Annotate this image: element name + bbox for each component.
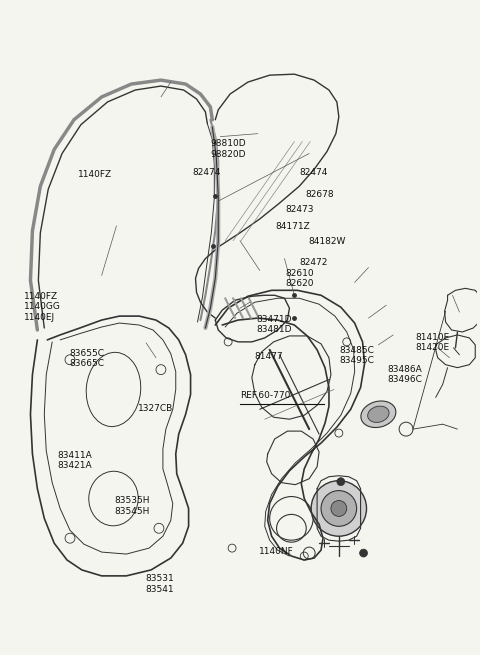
Ellipse shape: [368, 406, 389, 422]
Text: 1327CB: 1327CB: [138, 404, 173, 413]
Text: 82473: 82473: [285, 205, 313, 214]
Text: 98810D
98820D: 98810D 98820D: [210, 140, 246, 159]
Text: 1140NF: 1140NF: [259, 547, 294, 556]
Text: 83486A
83496C: 83486A 83496C: [387, 365, 422, 384]
Text: 84182W: 84182W: [309, 237, 346, 246]
Circle shape: [311, 481, 367, 536]
Text: REF.60-770: REF.60-770: [240, 391, 290, 400]
Text: 83531
83541: 83531 83541: [145, 574, 174, 593]
Circle shape: [331, 500, 347, 516]
Text: 83471D
83481D: 83471D 83481D: [257, 314, 292, 334]
Text: 82474: 82474: [300, 168, 328, 178]
Text: 84171Z: 84171Z: [276, 222, 311, 231]
Text: 83485C
83495C: 83485C 83495C: [340, 346, 374, 365]
Text: 82474: 82474: [192, 168, 221, 178]
Text: 82610
82620: 82610 82620: [285, 269, 314, 288]
Text: 1140FZ
1140GG
1140EJ: 1140FZ 1140GG 1140EJ: [24, 292, 61, 322]
Text: 81477: 81477: [254, 352, 283, 361]
Text: 81410E
81420E: 81410E 81420E: [416, 333, 450, 352]
Text: 83655C
83665C: 83655C 83665C: [69, 349, 104, 368]
Text: 82472: 82472: [300, 258, 328, 267]
Text: 83411A
83421A: 83411A 83421A: [57, 451, 92, 470]
Text: 1140FZ: 1140FZ: [78, 170, 112, 179]
Ellipse shape: [361, 401, 396, 428]
Text: 82678: 82678: [305, 190, 334, 199]
Text: 83535H
83545H: 83535H 83545H: [114, 496, 150, 515]
Circle shape: [321, 491, 357, 527]
Circle shape: [337, 477, 345, 485]
Circle shape: [360, 549, 368, 557]
